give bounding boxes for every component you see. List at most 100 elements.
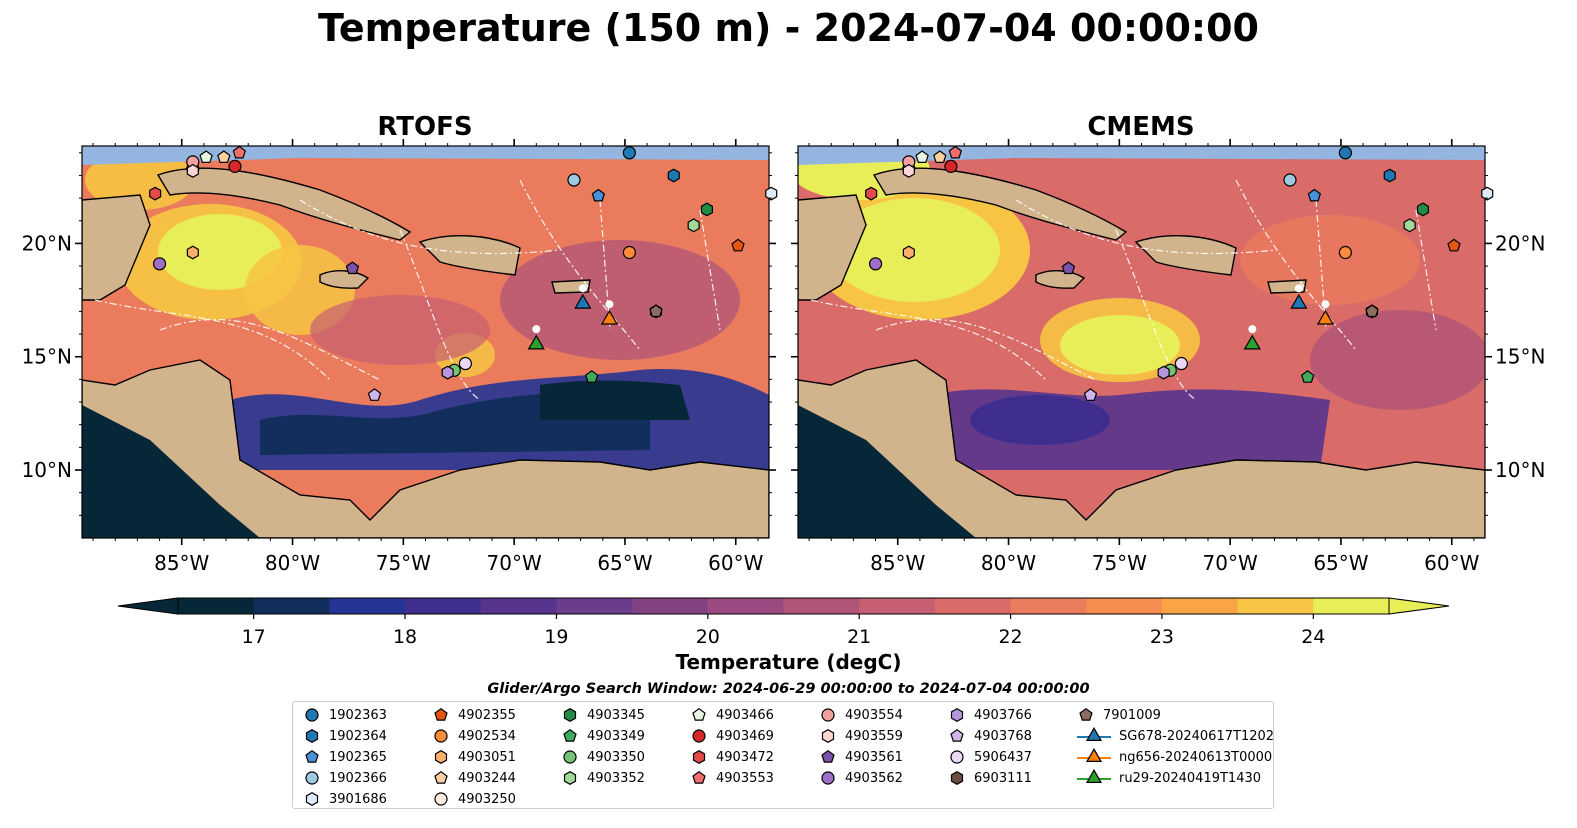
legend-pentagon-icon[interactable] [305,749,319,763]
float-marker-4903559[interactable] [186,163,199,178]
glider-marker-ru29-20240419T1430[interactable] [527,334,545,350]
float-marker-3901686[interactable] [1481,186,1494,201]
float-marker-4903469[interactable] [228,159,242,173]
legend-hexagon-icon[interactable] [821,729,835,743]
legend-circle-icon[interactable] [434,729,448,743]
colorbar-segment [1313,598,1390,614]
legend-hexagon-icon[interactable] [950,771,964,785]
float-marker-4903472[interactable] [149,186,162,201]
legend-pentagon-icon[interactable] [434,707,448,721]
glider-marker-ng656-20240613T0000[interactable] [600,309,619,325]
float-marker-4903352[interactable] [1403,218,1416,233]
float-marker-1902363[interactable] [622,146,636,160]
legend-label: ru29-20240419T1430 [1119,770,1262,786]
float-marker-4903472[interactable] [865,186,878,201]
float-marker-4902534[interactable] [622,245,636,260]
float-marker-5906437[interactable] [458,356,472,371]
legend-circle-icon[interactable] [821,771,835,785]
glider-marker-SG678-20240617T1202[interactable] [574,293,592,309]
colorbar-extend-low [117,597,179,615]
float-marker-4903345[interactable] [700,202,714,217]
legend-circle-icon[interactable] [305,708,319,722]
lon-tick-label: 75°W [1092,551,1147,575]
legend-pentagon-icon[interactable] [434,770,448,784]
float-marker-4903352[interactable] [687,218,700,233]
legend-hexagon-icon[interactable] [434,750,448,764]
float-marker-4903768[interactable] [367,388,382,401]
float-marker-7901009[interactable] [649,304,663,318]
legend-pentagon-icon[interactable] [821,749,835,763]
legend-circle-icon[interactable] [563,750,577,764]
float-marker-4903244[interactable] [217,150,231,163]
float-marker-4903349[interactable] [584,370,599,383]
float-marker-4903349[interactable] [1300,370,1315,383]
float-marker-4902355[interactable] [731,238,745,252]
legend-pentagon-icon[interactable] [563,728,577,742]
float-marker-4903768[interactable] [1083,388,1098,401]
legend-item-ru29-20240419T1430: ru29-20240419T1430 [1077,768,1261,788]
legend-item-4903345: 4903345 [561,705,645,725]
float-marker-4903766[interactable] [441,365,454,380]
legend-hexagon-icon[interactable] [305,729,319,743]
float-marker-4903562[interactable] [152,257,167,271]
legend-hexagon-icon[interactable] [563,708,577,722]
legend-marker-pentagon-icon [692,707,706,721]
figure-title: Temperature (150 m) - 2024-07-04 00:00:0… [317,6,1259,50]
float-marker-5906437[interactable] [1174,356,1188,371]
float-marker-4902534[interactable] [1338,245,1352,260]
glider-marker-ru29-20240419T1430[interactable] [1243,334,1261,350]
float-marker-4903244[interactable] [933,150,947,163]
float-marker-4903466[interactable] [199,150,213,163]
legend-circle-icon[interactable] [305,771,319,785]
float-marker-4903051[interactable] [902,245,915,260]
glider-marker-ng656-20240613T0000[interactable] [1316,309,1335,325]
legend-circle-icon[interactable] [692,729,706,743]
legend-triangle-icon[interactable] [1085,769,1103,783]
legend-label: 4903553 [716,770,774,786]
legend-hexagon-icon[interactable] [563,771,577,785]
legend-hexagon-icon[interactable] [950,708,964,722]
float-marker-4903553[interactable] [948,145,963,159]
legend-pentagon-icon[interactable] [692,707,706,721]
float-marker-1902365[interactable] [1307,188,1322,202]
legend-triangle-icon[interactable] [1085,727,1103,741]
glider-marker-SG678-20240617T1202[interactable] [1290,293,1308,309]
legend-hexagon-icon[interactable] [305,792,319,806]
lat-tick-label: 10°N [1495,458,1545,482]
legend-circle-icon[interactable] [434,792,448,806]
float-marker-4903559[interactable] [902,163,915,178]
jamaica-land [1035,270,1086,289]
float-marker-7901009[interactable] [1365,304,1379,318]
float-marker-4903469[interactable] [944,159,958,173]
legend-label: 1902365 [329,749,387,765]
float-marker-4903561[interactable] [1061,261,1076,275]
map-panel-rtofs[interactable] [81,145,778,539]
legend-pentagon-icon[interactable] [950,728,964,742]
legend-hexagon-icon[interactable] [692,750,706,764]
float-marker-4902355[interactable] [1447,238,1461,252]
float-marker-4903553[interactable] [232,145,247,159]
float-marker-4903561[interactable] [345,261,360,275]
legend-pentagon-icon[interactable] [692,770,706,784]
float-marker-1902366[interactable] [567,173,581,187]
legend-pentagon-icon[interactable] [1079,707,1093,721]
float-marker-4903466[interactable] [915,150,929,163]
float-marker-3901686[interactable] [765,186,778,201]
float-marker-4903562[interactable] [868,257,883,271]
legend-triangle-icon[interactable] [1085,748,1103,762]
legend-item-4903350: 4903350 [561,747,645,767]
lon-tick-label: 80°W [265,551,320,575]
float-marker-1902366[interactable] [1283,173,1297,187]
float-marker-1902364[interactable] [667,168,680,183]
legend-marker-pentagon-icon [305,749,319,763]
legend-circle-icon[interactable] [821,708,835,722]
float-marker-1902365[interactable] [591,188,606,202]
map-panel-cmems[interactable] [790,140,1494,539]
float-marker-4903766[interactable] [1157,365,1170,380]
float-marker-4903345[interactable] [1416,202,1430,217]
float-marker-1902364[interactable] [1383,168,1396,183]
legend-circle-icon[interactable] [950,750,964,764]
float-marker-4903051[interactable] [186,245,199,260]
legend-item-4903766: 4903766 [948,705,1032,725]
float-marker-1902363[interactable] [1338,146,1352,160]
